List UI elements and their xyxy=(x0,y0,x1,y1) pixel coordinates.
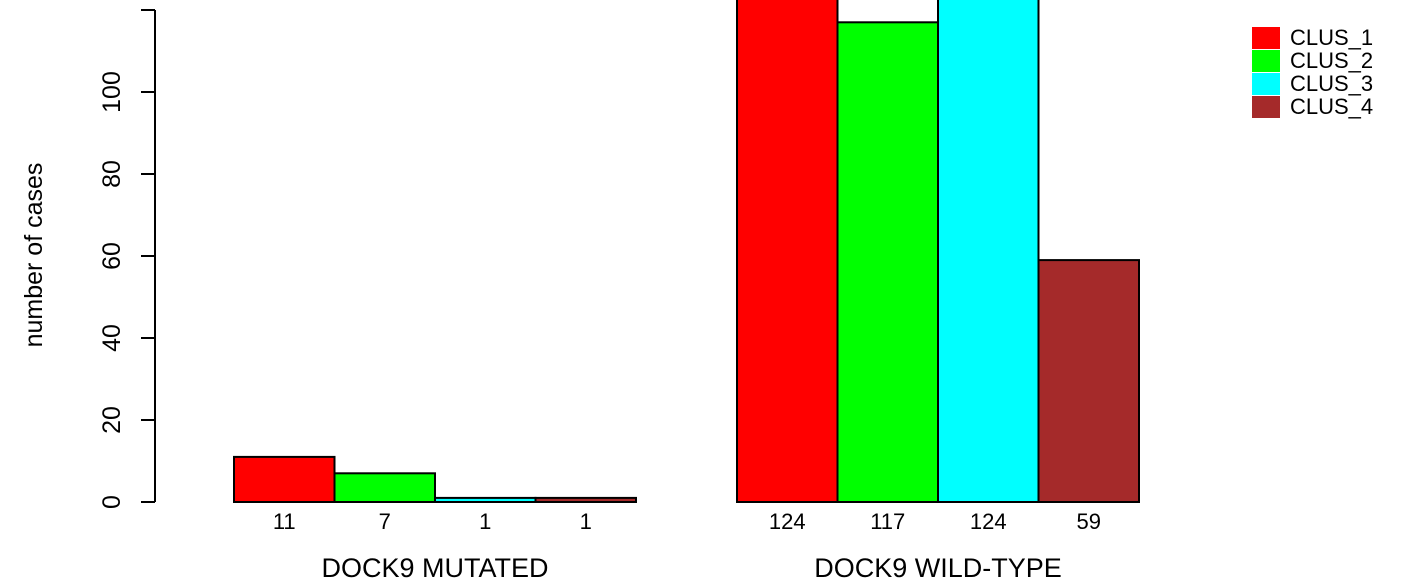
legend-item-label: CLUS_4 xyxy=(1290,94,1373,119)
legend-item-label: CLUS_1 xyxy=(1290,25,1373,50)
legend-item-label: CLUS_3 xyxy=(1290,71,1373,96)
bar-clus-4 xyxy=(1037,259,1140,503)
y-tick-label: 20 xyxy=(98,406,126,434)
y-tick-label: 40 xyxy=(98,324,126,352)
legend-swatch xyxy=(1252,96,1280,118)
bar-clus-1 xyxy=(736,0,839,503)
legend-swatch xyxy=(1252,50,1280,72)
y-tick-label: 100 xyxy=(98,71,126,113)
y-tick-label: 80 xyxy=(98,160,126,188)
bar-value-label: 124 xyxy=(769,509,806,534)
bar-value-label: 1 xyxy=(580,509,592,534)
bar-clus-2 xyxy=(333,472,436,503)
y-tick-label: 0 xyxy=(98,495,126,509)
bar-clus-3 xyxy=(937,0,1040,503)
bar-value-label: 7 xyxy=(379,509,391,534)
bar-value-label: 1 xyxy=(479,509,491,534)
y-axis: 0 20 40 60 80 100 xyxy=(98,9,156,509)
legend-swatch xyxy=(1252,27,1280,49)
bar-clus-2 xyxy=(836,21,939,504)
legend-swatch xyxy=(1252,73,1280,95)
y-tick-label: 60 xyxy=(98,242,126,270)
legend-item-label: CLUS_2 xyxy=(1290,48,1373,73)
bar-clus-1 xyxy=(233,455,336,503)
bar-value-label: 59 xyxy=(1077,509,1101,534)
bar-value-label: 117 xyxy=(870,509,905,534)
bar-clus-3 xyxy=(434,496,537,503)
group-label: DOCK9 MUTATED xyxy=(321,553,548,583)
bar-value-label: 11 xyxy=(273,509,296,534)
group-label: DOCK9 WILD-TYPE xyxy=(814,553,1062,583)
bar-value-label: 124 xyxy=(970,509,1007,534)
y-axis-label: number of cases xyxy=(20,163,48,348)
bar-clus-4 xyxy=(534,496,637,503)
